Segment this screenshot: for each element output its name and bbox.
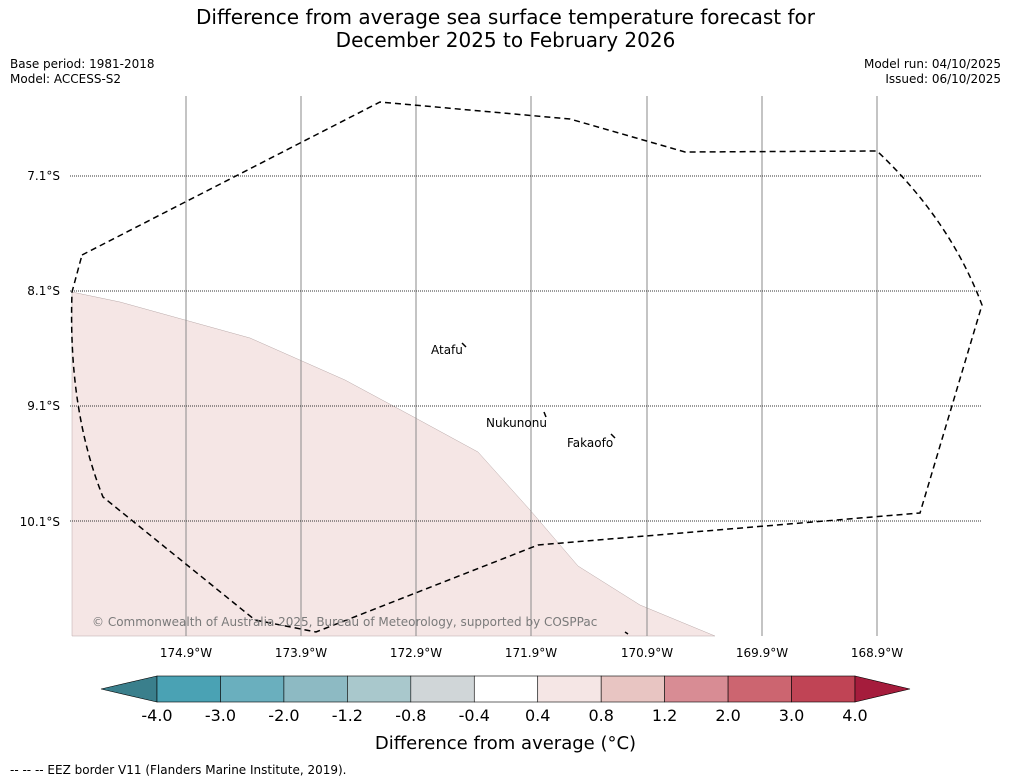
colorbar-tick-label: 0.8 bbox=[588, 706, 614, 725]
minor-island-mark bbox=[624, 631, 629, 635]
place-fakaofo: Fakaofo bbox=[567, 436, 614, 450]
lon-label-4: 171.9°W bbox=[504, 646, 558, 660]
lon-label-3: 172.9°W bbox=[389, 646, 443, 660]
place-nukunonu: Nukunonu bbox=[486, 416, 547, 430]
colorbar-segment bbox=[600, 675, 665, 703]
colorbar-tick-label: 4.0 bbox=[842, 706, 868, 725]
colorbar-segment bbox=[410, 675, 475, 703]
colorbar-segment bbox=[473, 675, 539, 703]
colorbar-segment bbox=[283, 675, 348, 703]
lat-label-2: 8.1°S bbox=[27, 284, 60, 298]
eez-border bbox=[70, 101, 983, 633]
lat-label-1: 7.1°S bbox=[27, 169, 60, 183]
colorbar-segment bbox=[727, 675, 792, 703]
copyright-credit: © Commonwealth of Australia 2025, Bureau… bbox=[92, 615, 598, 629]
title-line-1: Difference from average sea surface temp… bbox=[195, 5, 815, 29]
nukunonu-island-mark bbox=[543, 411, 547, 418]
meta-left: Base period: 1981-2018 Model: ACCESS-S2 bbox=[10, 57, 155, 87]
lat-label-4: 10.1°S bbox=[19, 515, 60, 529]
lat-label-3: 9.1°S bbox=[27, 399, 60, 413]
colorbar-tick-label: -0.8 bbox=[395, 706, 427, 725]
fakaofo-island-mark bbox=[610, 433, 616, 439]
meta-right: Model run: 04/10/2025 Issued: 06/10/2025 bbox=[864, 57, 1001, 87]
lon-label-6: 169.9°W bbox=[735, 646, 789, 660]
lon-label-1: 174.9°W bbox=[159, 646, 213, 660]
colorbar-tick-label: -3.0 bbox=[204, 706, 237, 725]
island-marks bbox=[461, 342, 629, 635]
colorbar-extend-low bbox=[100, 675, 158, 703]
colorbar-extend-high bbox=[854, 675, 911, 703]
lon-label-7: 168.9°W bbox=[850, 646, 904, 660]
colorbar-tick-label: -4.0 bbox=[141, 706, 173, 725]
title-line-2: December 2025 to February 2026 bbox=[335, 28, 676, 52]
colorbar-segment bbox=[220, 675, 285, 703]
colorbar-segment bbox=[664, 675, 729, 703]
model-run: Model run: 04/10/2025 bbox=[863, 57, 1001, 71]
colorbar-tick-label: -2.0 bbox=[268, 706, 300, 725]
colorbar-segment bbox=[156, 675, 221, 703]
colorbar-tick-label: 3.0 bbox=[778, 706, 805, 725]
lon-label-2: 173.9°W bbox=[274, 646, 328, 660]
anomaly-shading bbox=[71, 291, 716, 637]
colorbar-tick-label: 0.4 bbox=[524, 706, 551, 725]
chart-title: Difference from average sea surface temp… bbox=[0, 6, 1011, 52]
colorbar-label: Difference from average (°C) bbox=[374, 733, 637, 754]
longitude-gridlines bbox=[185, 96, 878, 636]
place-atafu: Atafu bbox=[431, 343, 463, 357]
eez-legend: -- -- -- EEZ border V11 (Flanders Marine… bbox=[10, 763, 347, 777]
issued-date: Issued: 06/10/2025 bbox=[885, 72, 1001, 86]
model-name: Model: ACCESS-S2 bbox=[10, 72, 122, 86]
colorbar-tick-label: -0.4 bbox=[458, 706, 490, 725]
colorbar bbox=[100, 675, 911, 703]
colorbar-tick-label: 1.2 bbox=[651, 706, 678, 725]
base-period: Base period: 1981-2018 bbox=[10, 57, 155, 71]
lon-label-5: 170.9°W bbox=[620, 646, 674, 660]
colorbar-segment bbox=[791, 675, 856, 703]
colorbar-segment bbox=[347, 675, 412, 703]
colorbar-tick-label: 2.0 bbox=[715, 706, 741, 725]
colorbar-segment bbox=[537, 675, 602, 703]
colorbar-tick-label: -1.2 bbox=[331, 706, 363, 725]
atafu-island-mark bbox=[461, 342, 467, 348]
